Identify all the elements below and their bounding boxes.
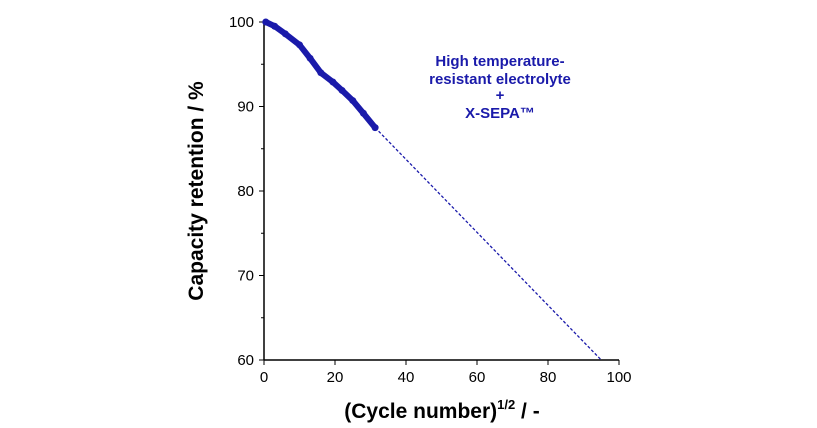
y-tick-label: 80	[237, 183, 254, 200]
x-tick-label: 100	[606, 369, 631, 386]
x-tick-label: 0	[260, 369, 268, 386]
data-point	[338, 86, 346, 94]
data-point	[359, 109, 367, 117]
annotation-line-4: X-SEPA™	[465, 105, 535, 122]
axes: 0 20 40 60 80 100 60 70 80 90 100	[229, 14, 632, 386]
data-point	[317, 69, 325, 77]
x-tick-label: 40	[398, 369, 415, 386]
x-tick-label: 20	[327, 369, 344, 386]
y-tick-label: 90	[237, 99, 254, 116]
x-tick-label: 60	[469, 369, 486, 386]
y-tick-label: 70	[237, 268, 254, 285]
data-point	[296, 41, 303, 49]
data-point	[349, 97, 357, 105]
data-point	[271, 22, 279, 30]
x-axis-label: (Cycle number)1/2 / -	[344, 397, 539, 423]
extrapolation-line	[374, 127, 602, 361]
x-tick-label: 80	[540, 369, 557, 386]
data-point	[329, 78, 337, 86]
marks	[262, 18, 602, 361]
annotation-line-1: High temperature-	[435, 53, 564, 70]
data-point	[306, 54, 314, 62]
y-axis-label: Capacity retention / %	[185, 81, 208, 301]
data-point	[262, 18, 270, 26]
x-axis-label-suffix: / -	[515, 400, 540, 423]
x-axis-label-main: (Cycle number)	[344, 400, 497, 423]
annotation-line-2: resistant electrolyte	[429, 71, 571, 88]
x-axis-label-sup: 1/2	[497, 397, 515, 412]
annotation-line-3: +	[496, 87, 505, 104]
data-point	[281, 30, 289, 38]
y-tick-label: 100	[229, 14, 254, 31]
y-tick-label: 60	[237, 352, 254, 369]
